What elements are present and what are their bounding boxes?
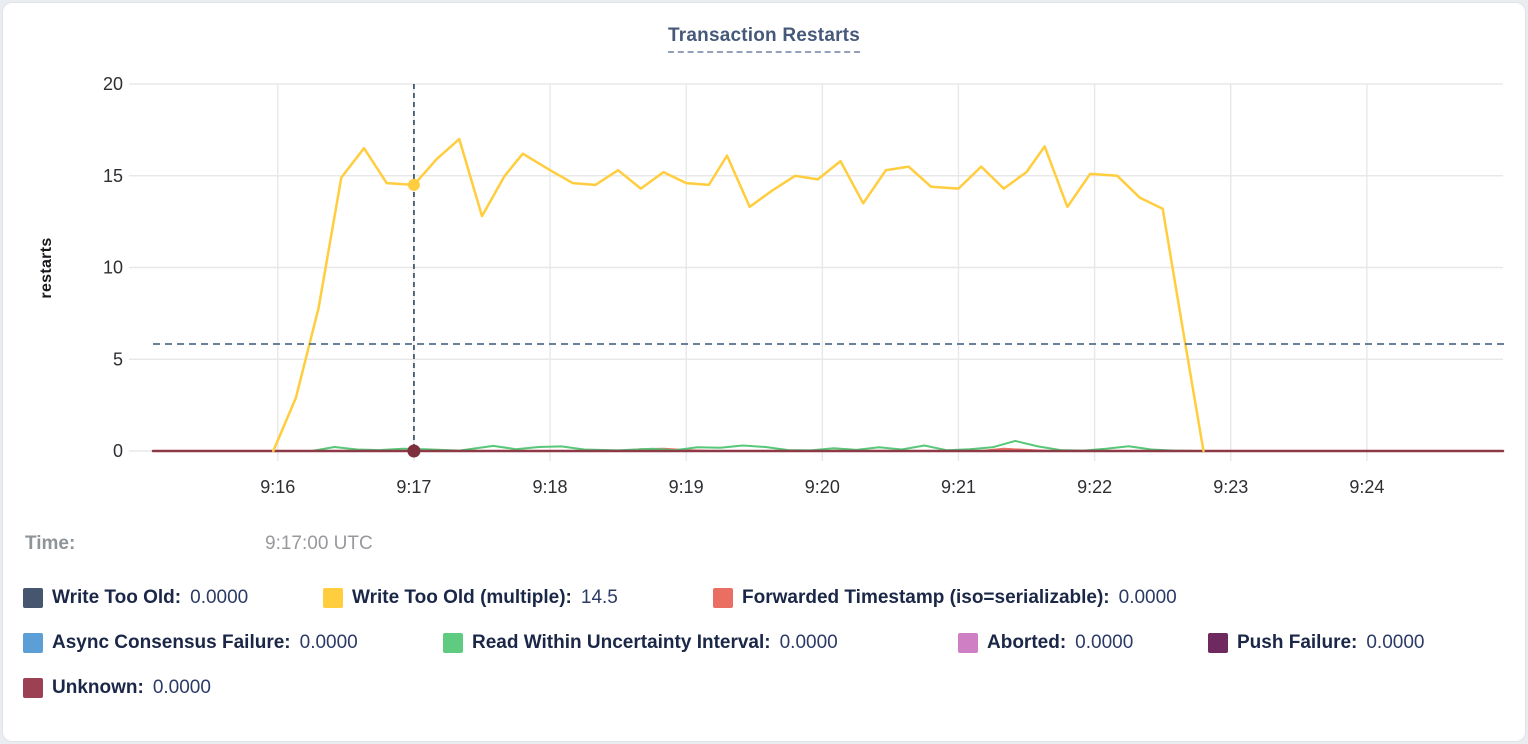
legend-swatch-async-consensus-failure <box>23 632 43 653</box>
x-tick-label: 9:24 <box>1349 477 1384 497</box>
legend-value: 0.0000 <box>190 586 249 608</box>
chart-legend: Write Too Old: 0.0000 Write Too Old (multi… <box>3 584 1525 701</box>
legend-swatch-read-within-uncertainty-interval <box>443 632 463 653</box>
legend-value: 14.5 <box>580 586 618 608</box>
hover-dot-write-too-old-multiple <box>407 178 420 191</box>
hover-dot-unknown <box>407 444 421 458</box>
hover-time-label: Time: <box>25 533 76 554</box>
legend-value: 0.0000 <box>1118 586 1177 608</box>
legend-value: 0.0000 <box>1075 631 1134 653</box>
legend-swatch-forwarded-timestamp-iso-serializable <box>713 587 733 608</box>
x-tick-label: 9:21 <box>941 477 976 497</box>
chart-title-row: Transaction Restarts <box>3 3 1525 61</box>
legend-item-unknown: Unknown: 0.0000 <box>23 677 211 699</box>
x-tick-label: 9:20 <box>805 477 840 497</box>
series-read-within-uncertainty-interval <box>310 439 1504 452</box>
y-tick-label: 15 <box>103 166 123 186</box>
x-tick-label: 9:16 <box>260 477 295 497</box>
legend-label: Forwarded Timestamp (iso=serializable): <box>742 586 1110 608</box>
legend-item-async-consensus-failure: Async Consensus Failure: 0.0000 <box>23 632 443 654</box>
hover-time-row: Time: 9:17:00 UTC <box>3 530 1525 558</box>
legend-label: Unknown: <box>52 676 144 698</box>
transaction-restarts-chart[interactable]: 0 5 10 15 20 9:16 9:17 9:18 9:19 9:20 9:21 9:22 9:23… <box>3 61 1526 506</box>
y-tick-label: 0 <box>113 441 123 461</box>
x-tick-label: 9:18 <box>533 477 568 497</box>
legend-row: Unknown: 0.0000 <box>3 674 1525 701</box>
legend-item-read-within-uncertainty-interval: Read Within Uncertainty Interval: 0.0000 <box>443 632 958 654</box>
legend-value: 0.0000 <box>1366 631 1425 653</box>
y-tick-label: 10 <box>103 258 123 278</box>
legend-swatch-aborted <box>958 632 978 653</box>
legend-label: Write Too Old: <box>52 586 182 608</box>
x-tick-label: 9:17 <box>396 477 431 497</box>
legend-value: 0.0000 <box>152 676 211 698</box>
legend-swatch-write-too-old <box>23 587 43 608</box>
legend-row: Write Too Old: 0.0000 Write Too Old (multi… <box>3 584 1525 611</box>
y-tick-label: 20 <box>103 74 123 94</box>
legend-label: Aborted: <box>987 631 1067 653</box>
legend-label: Async Consensus Failure: <box>52 631 291 653</box>
legend-item-write-too-old-multiple: Write Too Old (multiple): 14.5 <box>323 587 713 609</box>
x-tick-label: 9:23 <box>1213 477 1248 497</box>
legend-item-forwarded-timestamp-iso-serializable: Forwarded Timestamp (iso=serializable): 0… <box>713 587 1177 609</box>
legend-swatch-push-failure <box>1208 632 1228 653</box>
legend-label: Push Failure: <box>1237 631 1358 653</box>
legend-swatch-write-too-old-multiple <box>323 587 343 608</box>
chart-title[interactable]: Transaction Restarts <box>668 25 860 53</box>
legend-value: 0.0000 <box>299 631 358 653</box>
x-tick-label: 9:19 <box>669 477 704 497</box>
legend-item-aborted: Aborted: 0.0000 <box>958 632 1208 654</box>
hover-time-value: 9:17:00 UTC <box>265 533 373 554</box>
legend-item-write-too-old: Write Too Old: 0.0000 <box>23 587 323 609</box>
legend-row: Async Consensus Failure: 0.0000 Read Withi… <box>3 629 1525 656</box>
legend-swatch-unknown <box>23 677 43 698</box>
x-tick-label: 9:22 <box>1077 477 1112 497</box>
legend-value: 0.0000 <box>779 631 838 653</box>
y-tick-label: 5 <box>113 349 123 369</box>
legend-label: Write Too Old (multiple): <box>352 586 572 608</box>
legend-label: Read Within Uncertainty Interval: <box>472 631 771 653</box>
y-axis-title: restarts <box>38 237 55 298</box>
legend-item-push-failure: Push Failure: 0.0000 <box>1208 632 1424 654</box>
series-write-too-old-multiple <box>272 137 1205 453</box>
